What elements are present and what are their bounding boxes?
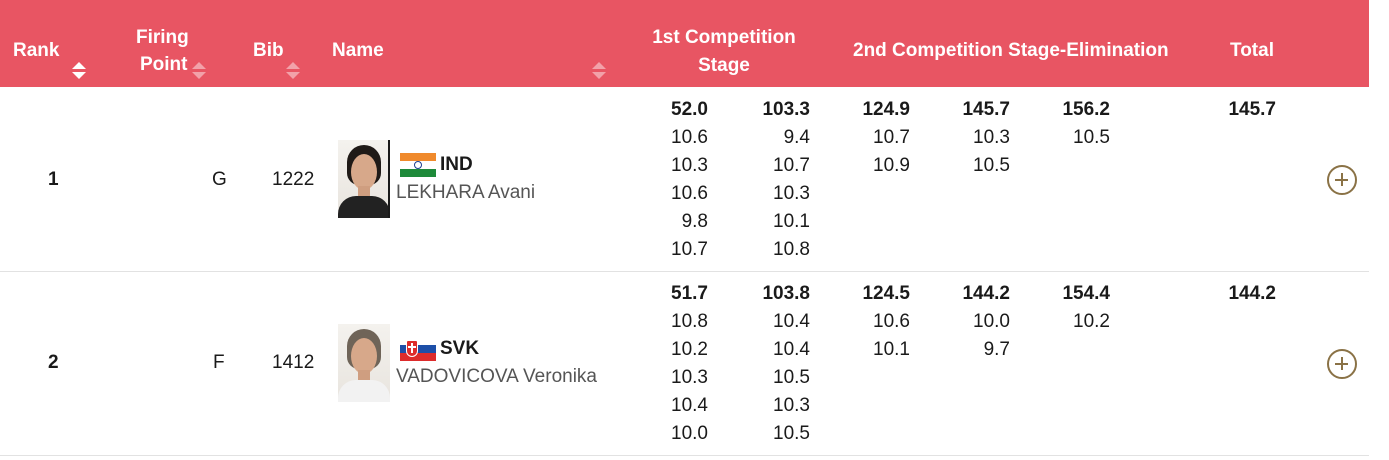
stage2-series-3: 156.2 10.5 — [1062, 99, 1110, 148]
header-stage2: 2nd Competition Stage-Elimination — [853, 40, 1169, 61]
athlete-name[interactable]: VADOVICOVA Veronika — [396, 366, 597, 387]
table-row: 1 G 1222 IND LEKHARA Avani 52.0 10.6 10.… — [0, 88, 1369, 272]
athlete-photo — [338, 324, 390, 402]
stage1-series-1: 52.0 10.6 10.3 10.6 9.8 10.7 — [671, 99, 708, 260]
header-rank[interactable]: Rank — [13, 40, 60, 61]
rank-value: 1 — [48, 169, 59, 190]
firing-point-value: G — [212, 169, 227, 190]
header-stage1-line2: Stage — [698, 55, 750, 76]
noc-code: IND — [440, 154, 473, 175]
rank-value: 2 — [48, 352, 59, 373]
athlete-name[interactable]: LEKHARA Avani — [396, 182, 536, 203]
india-flag-icon — [400, 153, 436, 177]
stage1-series-2: 103.3 9.4 10.7 10.3 10.1 10.8 — [762, 99, 810, 260]
bib-value: 1412 — [272, 352, 315, 373]
expand-plus-icon[interactable] — [1327, 349, 1357, 379]
total-value: 144.2 — [1228, 283, 1276, 304]
expand-plus-icon[interactable] — [1327, 165, 1357, 195]
header-firing-point-line1[interactable]: Firing — [136, 27, 189, 48]
noc-code: SVK — [440, 338, 480, 359]
stage2-series-2: 145.7 10.3 10.5 — [962, 99, 1010, 176]
header-total: Total — [1230, 40, 1274, 61]
table-row: 2 F 1412 SVK VADOVICOVA Veronika 51.7 10… — [0, 272, 1369, 456]
sort-icon-bib[interactable] — [286, 62, 300, 80]
header-stage1-line1: 1st Competition — [652, 27, 796, 48]
firing-point-value: F — [213, 352, 225, 373]
stage2-series-1: 124.9 10.7 10.9 — [862, 99, 910, 176]
stage1-series-2: 103.8 10.4 10.4 10.5 10.3 10.5 — [762, 283, 810, 444]
header-name[interactable]: Name — [332, 40, 384, 61]
total-value: 145.7 — [1228, 99, 1276, 120]
sort-icon-name[interactable] — [592, 62, 606, 80]
header-bib[interactable]: Bib — [253, 40, 284, 61]
slovakia-flag-icon — [400, 337, 436, 361]
stage2-series-3: 154.4 10.2 — [1062, 283, 1110, 332]
header-firing-point-line2[interactable]: Point — [140, 54, 188, 75]
bib-value: 1222 — [272, 169, 315, 190]
stage2-series-2: 144.2 10.0 9.7 — [962, 283, 1010, 360]
table-header: Rank Firing Point Bib Name 1st Competiti… — [0, 0, 1369, 87]
sort-icon-firing-point[interactable] — [192, 62, 206, 80]
athlete-photo — [338, 140, 390, 218]
stage2-series-1: 124.5 10.6 10.1 — [862, 283, 910, 360]
sort-icon-rank[interactable] — [72, 62, 86, 80]
page-scrollbar[interactable] — [1369, 0, 1389, 460]
stage1-series-1: 51.7 10.8 10.2 10.3 10.4 10.0 — [671, 283, 708, 444]
